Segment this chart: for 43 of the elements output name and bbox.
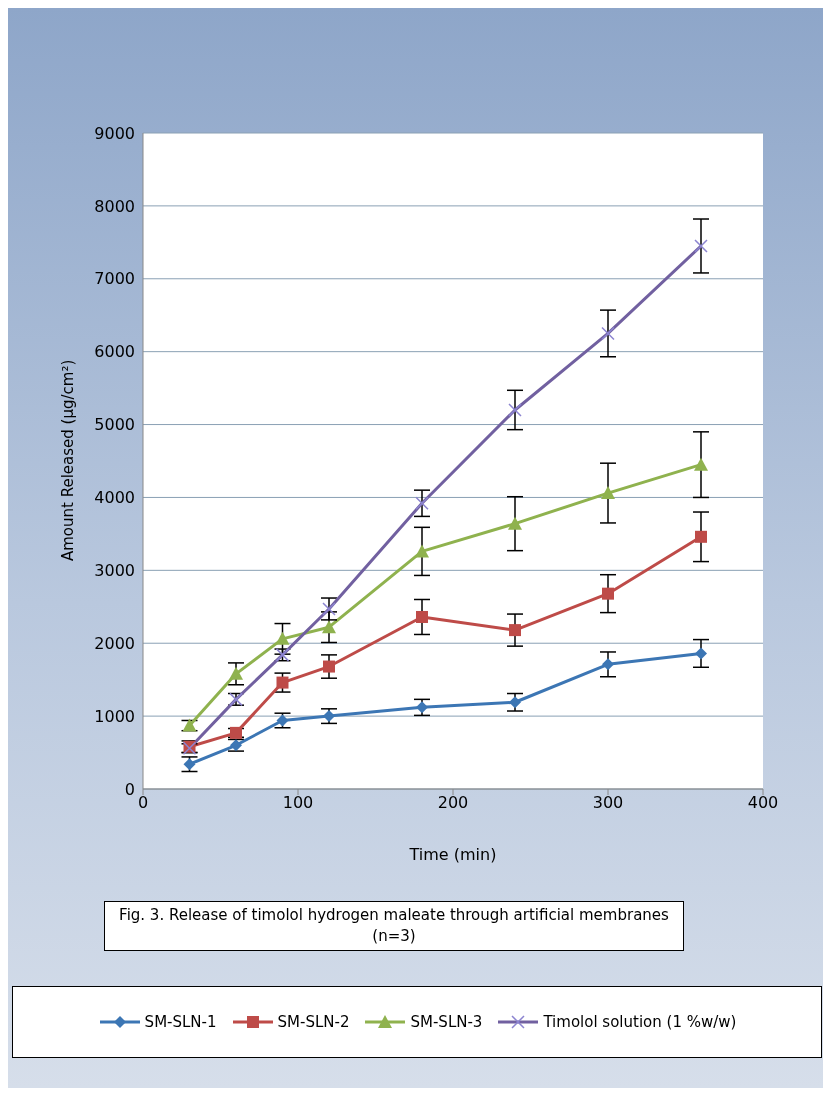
y-tick-label: 8000 — [94, 196, 135, 216]
y-tick-label: 6000 — [94, 342, 135, 362]
legend-label: SM-SLN-3 — [410, 1013, 483, 1031]
point — [323, 660, 335, 673]
point — [601, 326, 615, 341]
point — [509, 696, 521, 709]
point — [415, 544, 429, 558]
x-tick-label: 300 — [592, 793, 624, 813]
point — [508, 403, 522, 417]
point — [415, 496, 429, 511]
y-axis-title: Amount Released (µg/cm²) — [59, 359, 78, 561]
legend-label: SM-SLN-1 — [144, 1013, 217, 1031]
y-tick-label: 2000 — [94, 633, 135, 653]
legend-label: Timolol solution (1 %w/w) — [543, 1013, 737, 1031]
point — [602, 587, 614, 600]
y-tick-label: 3000 — [94, 561, 135, 581]
y-tick-label: 1000 — [94, 706, 135, 726]
point — [508, 516, 522, 530]
legend-label: SM-SLN-2 — [277, 1013, 350, 1031]
y-tick-label: 0 — [124, 779, 135, 799]
y-tick-label: 5000 — [94, 415, 135, 435]
point — [602, 658, 614, 671]
point — [694, 457, 708, 471]
point — [416, 610, 428, 623]
point — [322, 620, 336, 634]
y-tick-label: 7000 — [94, 269, 135, 289]
x-tick-label: 200 — [437, 793, 469, 813]
y-tick-label: 4000 — [94, 488, 135, 508]
y-tick-label: 9000 — [94, 123, 135, 143]
point — [695, 530, 707, 543]
point — [601, 486, 615, 500]
point — [276, 676, 289, 689]
point — [275, 631, 290, 645]
x-axis-title: Time (min) — [408, 845, 497, 864]
x-tick-label: 400 — [747, 793, 779, 813]
point — [229, 666, 243, 680]
x-tick-label: 0 — [137, 793, 149, 813]
point — [694, 239, 708, 253]
point — [509, 624, 521, 637]
point — [695, 647, 707, 660]
caption: Fig. 3. Release of timolol hydrogen maleate through artificial membranes (n=3) — [118, 905, 670, 947]
x-tick-label: 100 — [282, 793, 314, 813]
point — [322, 602, 336, 616]
